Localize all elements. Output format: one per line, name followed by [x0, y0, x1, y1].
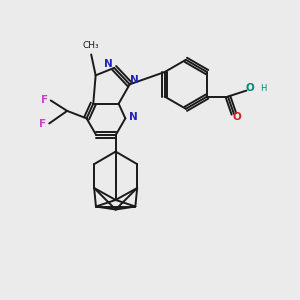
Text: F: F	[40, 95, 48, 105]
Text: H: H	[260, 84, 266, 93]
Text: N: N	[104, 59, 113, 69]
Text: N: N	[130, 75, 139, 85]
Text: CH₃: CH₃	[83, 41, 100, 50]
Text: F: F	[39, 119, 46, 129]
Text: O: O	[246, 83, 254, 93]
Text: O: O	[232, 112, 241, 122]
Text: N: N	[129, 112, 138, 122]
